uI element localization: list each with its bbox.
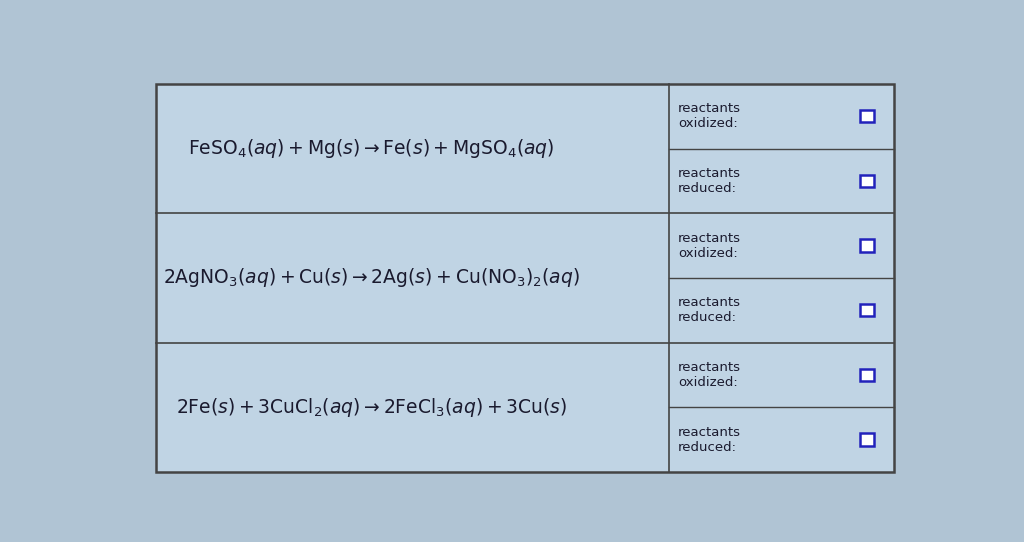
Text: reactants
reduced:: reactants reduced: — [678, 167, 741, 195]
Bar — [860, 304, 874, 317]
Bar — [860, 239, 874, 252]
Text: $\mathrm{2Fe}(s) + \mathrm{3CuCl_2}(aq) \rightarrow \mathrm{2FeCl_3}(aq) + \math: $\mathrm{2Fe}(s) + \mathrm{3CuCl_2}(aq) … — [175, 396, 567, 419]
Bar — [860, 110, 874, 122]
Text: $\mathrm{FeSO_4}(aq) + \mathrm{Mg}(s) \rightarrow \mathrm{Fe}(s) + \mathrm{MgSO_: $\mathrm{FeSO_4}(aq) + \mathrm{Mg}(s) \r… — [188, 137, 554, 160]
Text: reactants
oxidized:: reactants oxidized: — [678, 361, 741, 389]
Text: $\mathrm{2AgNO_3}(aq) + \mathrm{Cu}(s) \rightarrow \mathrm{2Ag}(s) + \mathrm{Cu(: $\mathrm{2AgNO_3}(aq) + \mathrm{Cu}(s) \… — [163, 266, 580, 289]
Bar — [860, 369, 874, 381]
Text: reactants
oxidized:: reactants oxidized: — [678, 102, 741, 130]
Text: reactants
reduced:: reactants reduced: — [678, 296, 741, 324]
Text: reactants
oxidized:: reactants oxidized: — [678, 231, 741, 260]
Bar — [860, 175, 874, 187]
Bar — [860, 434, 874, 446]
Text: reactants
reduced:: reactants reduced: — [678, 425, 741, 454]
